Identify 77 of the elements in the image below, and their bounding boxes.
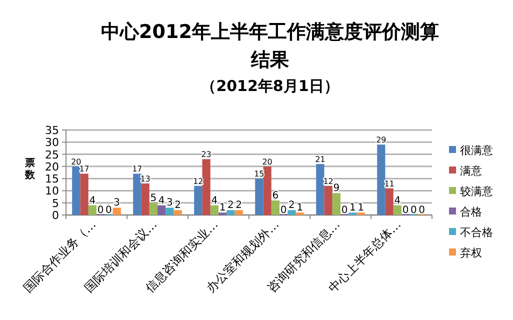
bar xyxy=(80,174,88,215)
data-label: 5 xyxy=(150,192,157,204)
data-label: 15 xyxy=(254,170,264,179)
y-tick-label: 25 xyxy=(45,148,59,162)
data-label: 4 xyxy=(394,195,401,206)
data-label: 29 xyxy=(376,136,386,145)
bar xyxy=(226,210,235,215)
data-label: 2 xyxy=(228,200,234,212)
chart-subtitle: （2012年8月1日） xyxy=(201,77,339,95)
bar xyxy=(158,205,166,215)
data-label: 0 xyxy=(410,205,417,216)
bar xyxy=(316,164,324,215)
bar xyxy=(72,166,80,215)
y-axis-title: 票数 xyxy=(24,158,36,181)
bar xyxy=(133,174,142,215)
y-tick-label: 0 xyxy=(52,209,59,222)
bar xyxy=(332,193,340,215)
data-label: 0 xyxy=(280,205,287,216)
bar xyxy=(194,186,202,215)
bar xyxy=(149,202,158,215)
legend-label: 不合格 xyxy=(460,226,493,239)
bar xyxy=(385,188,394,215)
chart-title: 中心2012年上半年工作满意度评价测算结果 xyxy=(101,21,439,71)
legend-label: 合格 xyxy=(460,206,482,218)
data-label: 0 xyxy=(97,205,104,216)
y-tick-label: 35 xyxy=(45,124,59,137)
bar xyxy=(324,186,332,215)
data-label: 2 xyxy=(288,200,295,212)
y-tick-label: 30 xyxy=(45,136,59,150)
data-label: 13 xyxy=(140,174,150,184)
y-tick-label: 15 xyxy=(45,172,59,186)
bar xyxy=(88,205,96,215)
bar xyxy=(112,208,121,215)
data-label: 3 xyxy=(114,198,120,209)
bar xyxy=(234,210,243,215)
data-label: 21 xyxy=(315,155,326,164)
legend-label: 弃权 xyxy=(460,246,482,260)
y-tick-label: 5 xyxy=(52,196,59,210)
data-label: 12 xyxy=(323,176,334,186)
data-label: 0 xyxy=(418,205,426,216)
data-label: 1 xyxy=(296,202,304,214)
y-tick-label: 10 xyxy=(45,184,59,198)
data-label: 9 xyxy=(333,183,340,194)
bar xyxy=(393,205,402,215)
y-tick-label: 20 xyxy=(45,160,59,174)
data-label: 3 xyxy=(166,198,173,209)
data-label: 2 xyxy=(236,200,242,212)
bar xyxy=(166,208,174,215)
data-label: 17 xyxy=(132,164,142,174)
data-label: 4 xyxy=(89,195,96,206)
data-label: 20 xyxy=(71,157,82,166)
data-label: 0 xyxy=(341,205,348,216)
data-label: 4 xyxy=(158,195,165,206)
bar xyxy=(288,210,296,215)
bar xyxy=(377,144,386,215)
bar xyxy=(174,210,182,215)
legend-label: 较满意 xyxy=(460,185,493,198)
data-label: 23 xyxy=(201,150,212,160)
data-label: 0 xyxy=(106,205,112,216)
data-label: 20 xyxy=(262,157,272,166)
data-label: 1 xyxy=(219,202,226,214)
data-label: 2 xyxy=(174,200,182,212)
bar xyxy=(255,178,264,215)
data-label: 11 xyxy=(384,179,394,188)
data-label: 12 xyxy=(193,176,204,186)
bar xyxy=(271,200,280,215)
data-label: 1 xyxy=(358,202,364,214)
data-label: 1 xyxy=(350,202,356,214)
bar xyxy=(202,159,210,215)
bar xyxy=(141,183,150,215)
legend-label: 很满意 xyxy=(460,144,493,157)
data-label: 4 xyxy=(211,195,218,206)
bar xyxy=(210,205,218,215)
legend-label: 满意 xyxy=(460,164,482,178)
data-label: 0 xyxy=(402,205,409,216)
data-label: 6 xyxy=(272,190,279,202)
bar xyxy=(263,166,272,215)
